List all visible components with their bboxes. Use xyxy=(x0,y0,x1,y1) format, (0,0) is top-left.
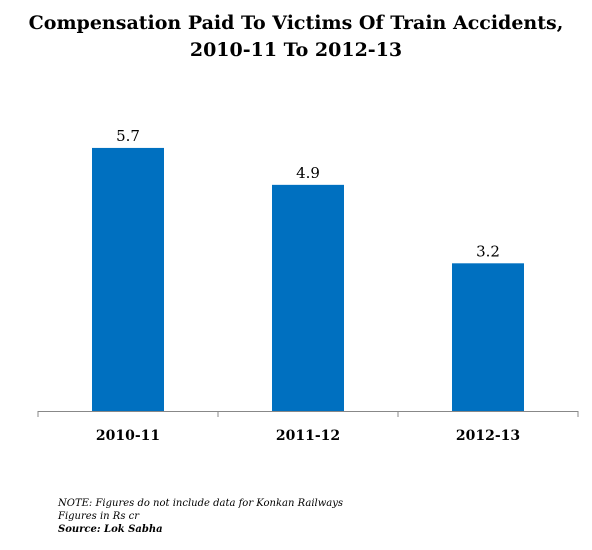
source-note: Source: Lok Sabha xyxy=(58,524,163,535)
bar-2010-11 xyxy=(92,147,164,411)
x-tick-label-2012-13: 2012-13 xyxy=(456,428,520,444)
bars-group xyxy=(92,147,524,411)
note-text: NOTE: Figures do not include data for Ko… xyxy=(58,498,344,509)
data-label-2010-11: 5.7 xyxy=(116,127,140,145)
x-tick-label-2010-11: 2010-11 xyxy=(96,428,160,444)
chart-title-line-1: Compensation Paid To Victims Of Train Ac… xyxy=(28,12,564,34)
data-label-2011-12: 4.9 xyxy=(296,164,320,182)
x-tick-label-2011-12: 2011-12 xyxy=(276,428,340,444)
chart-title-line-2: 2010-11 To 2012-13 xyxy=(189,39,403,61)
x-axis-ticks xyxy=(37,411,579,417)
bar-2011-12 xyxy=(272,184,344,411)
units-note: Figures in Rs cr xyxy=(58,511,140,522)
labels-group: 5.7 2010-11 4.9 2011-12 3.2 2012-13 xyxy=(96,127,520,444)
data-label-2012-13: 3.2 xyxy=(476,242,500,260)
bar-2012-13 xyxy=(452,263,524,411)
chart-notes: NOTE: Figures do not include data for Ko… xyxy=(58,497,343,536)
chart-title: Compensation Paid To Victims Of Train Ac… xyxy=(0,10,592,64)
